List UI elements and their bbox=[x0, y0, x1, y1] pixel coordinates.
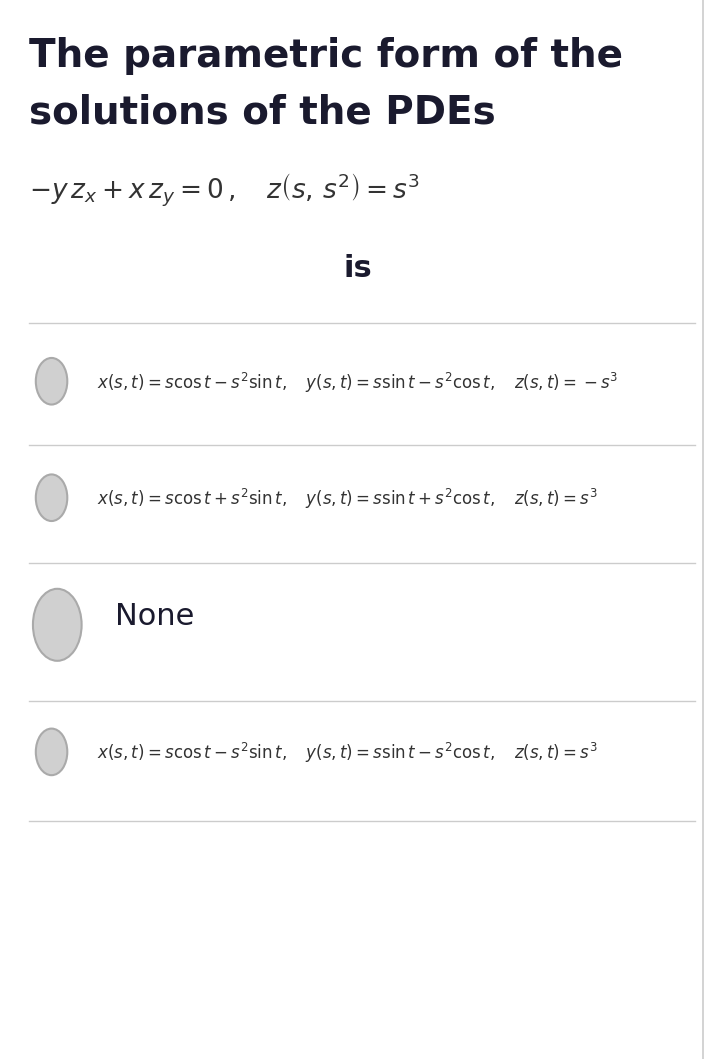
Text: $x(s,t) = s\cos t - s^2\sin t,\quad y(s,t) = s\sin t - s^2\cos t,\quad z(s,t) = : $x(s,t) = s\cos t - s^2\sin t,\quad y(s,… bbox=[97, 741, 598, 766]
Text: $x(s,t) = s\cos t - s^2\sin t,\quad y(s,t) = s\sin t - s^2\cos t,\quad z(s,t) = : $x(s,t) = s\cos t - s^2\sin t,\quad y(s,… bbox=[97, 371, 618, 395]
Circle shape bbox=[36, 474, 67, 521]
Circle shape bbox=[36, 729, 67, 775]
Circle shape bbox=[33, 589, 82, 661]
Text: solutions of the PDEs: solutions of the PDEs bbox=[29, 93, 495, 131]
Circle shape bbox=[36, 358, 67, 405]
Text: $x(s,t) = s\cos t + s^2\sin t,\quad y(s,t) = s\sin t + s^2\cos t,\quad z(s,t) = : $x(s,t) = s\cos t + s^2\sin t,\quad y(s,… bbox=[97, 487, 598, 511]
Text: is: is bbox=[344, 254, 372, 283]
Text: None: None bbox=[115, 602, 194, 630]
Text: $-y\, z_x + x\, z_y = 0\,,\quad z\left(s,\, s^2\right) = s^3$: $-y\, z_x + x\, z_y = 0\,,\quad z\left(s… bbox=[29, 172, 420, 209]
Text: The parametric form of the: The parametric form of the bbox=[29, 37, 623, 75]
